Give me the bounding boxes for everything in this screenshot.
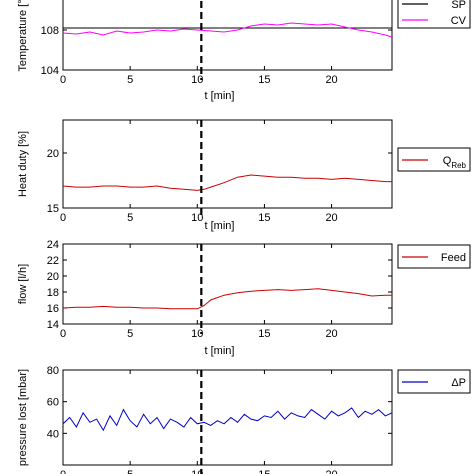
- legend-label: CV: [451, 15, 467, 27]
- y-tick-label: 40: [47, 428, 59, 440]
- legend: ΔP: [397, 369, 471, 394]
- legend: Feed: [397, 244, 471, 269]
- x-tick-label: 0: [60, 74, 66, 86]
- x-tick-label: 10: [191, 328, 203, 340]
- chart-panel-3: 0 5 10 15 20 14 16 18 20 22 24 t [min] flow [l/h] Fee…: [17, 239, 471, 357]
- x-tick-label: 5: [127, 328, 133, 340]
- x-tick-label: 10: [191, 74, 203, 86]
- x-axis-label: t [min]: [205, 90, 235, 102]
- y-axis-label: Heat duty [%]: [17, 131, 29, 197]
- legend-box: [397, 244, 471, 269]
- legend-label: ΔP: [451, 377, 466, 389]
- legend-label-name: CV: [451, 15, 467, 27]
- legend-box: [397, 0, 471, 29]
- legend-label-name: Feed: [441, 252, 466, 264]
- legend-label: SP: [451, 0, 466, 11]
- y-tick-label: 108: [41, 25, 59, 37]
- legend-label-subscript: Reb: [451, 161, 466, 170]
- x-tick-label: 5: [127, 212, 133, 224]
- series-line-cv-1: [62, 22, 393, 38]
- x-tick-label: 15: [258, 212, 270, 224]
- x-tick-label: 5: [127, 74, 133, 86]
- y-tick-label: 20: [47, 148, 59, 160]
- y-axis-label: flow [l/h]: [17, 264, 29, 304]
- x-tick-label: 20: [325, 212, 337, 224]
- plot-area: [62, 243, 393, 325]
- legend-label-name: Q: [443, 155, 452, 167]
- plot-area: [62, 369, 393, 466]
- series-line-q: [62, 174, 392, 191]
- y-axis-label: pressure lost [mbar]: [17, 369, 29, 466]
- y-tick-label: 14: [47, 319, 59, 331]
- chart-panel-1: 0 5 10 15 20 104 108 t [min] Temperature [°C] SP C…: [17, 0, 471, 102]
- series-line-feed: [62, 288, 392, 310]
- y-tick-label: 104: [41, 65, 59, 77]
- x-tick-label: 10: [191, 469, 203, 474]
- plot-area: [62, 119, 393, 209]
- y-tick-label: 24: [47, 239, 59, 251]
- x-tick-label: 5: [127, 469, 133, 474]
- x-tick-label: 15: [258, 328, 270, 340]
- series-line-p: [62, 407, 393, 432]
- legend-label-name: SP: [451, 0, 466, 11]
- x-tick-label: 0: [60, 212, 66, 224]
- legend: SP CV: [397, 0, 471, 29]
- y-tick-label: 60: [47, 397, 59, 409]
- y-tick-label: 15: [47, 203, 59, 215]
- x-axis-label: t [min]: [205, 345, 235, 357]
- y-tick-label: 16: [47, 303, 59, 315]
- x-tick-label: 15: [258, 469, 270, 474]
- legend-label: QReb: [443, 155, 467, 170]
- x-tick-label: 20: [325, 328, 337, 340]
- y-tick-label: 20: [47, 271, 59, 283]
- legend: QReb: [397, 147, 471, 172]
- legend-label-name: ΔP: [451, 377, 466, 389]
- y-axis-label: Temperature [°C]: [17, 0, 29, 72]
- x-tick-label: 15: [258, 74, 270, 86]
- y-tick-label: 18: [47, 287, 59, 299]
- x-axis-label: t [min]: [205, 220, 235, 232]
- legend-box: [397, 147, 471, 172]
- legend-box: [397, 369, 471, 394]
- y-tick-label: 22: [47, 255, 59, 267]
- plot-area: [62, 0, 393, 71]
- legend-label: Feed: [441, 252, 466, 264]
- chart-panel-4: 0 5 10 15 20 40 60 80 pressure lost [mbar] ΔP: [17, 365, 471, 474]
- x-tick-label: 0: [60, 328, 66, 340]
- x-tick-label: 20: [325, 74, 337, 86]
- x-tick-label: 20: [325, 469, 337, 474]
- x-tick-label: 0: [60, 469, 66, 474]
- y-tick-label: 80: [47, 365, 59, 377]
